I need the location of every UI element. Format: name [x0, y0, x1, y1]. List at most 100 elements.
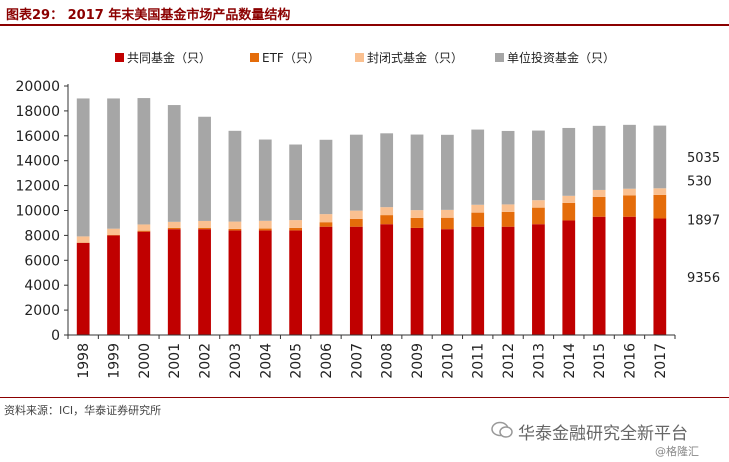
bar-segment-2-2017: [653, 194, 667, 219]
bar-segment-1-2000: [137, 231, 151, 335]
y-tick-label: 4000: [24, 278, 60, 294]
legend-swatch-3: [355, 53, 364, 62]
y-tick-label: 16000: [15, 129, 60, 145]
bar-segment-2-2001: [167, 227, 181, 230]
bar-segment-1-2010: [441, 229, 454, 335]
bar-segment-4-2009: [410, 134, 424, 211]
data-label-1: 9356: [687, 271, 720, 286]
bar-segment-1-2011: [471, 226, 485, 335]
bar-segment-1-2014: [562, 220, 576, 335]
bar-segment-4-2005: [289, 144, 302, 221]
bar-segment-4-2007: [349, 134, 363, 211]
bar-segment-3-2007: [349, 210, 363, 219]
x-tick-label-2015: 2015: [592, 343, 608, 379]
bar-segment-4-2003: [228, 130, 242, 222]
watermark-handle: @格隆汇: [655, 445, 699, 458]
x-tick-label-2016: 2016: [622, 343, 638, 379]
x-tick-label-2011: 2011: [471, 343, 487, 379]
bar-segment-1-2016: [623, 216, 636, 335]
bar-segment-1-2008: [380, 224, 394, 335]
chat-bubble-icon: [491, 421, 513, 438]
y-axis: 0 2000 4000 6000 8000 10000 12000 14000 16000 180…: [15, 79, 69, 344]
bar-segment-4-2014: [562, 127, 576, 196]
x-tick-label-2000: 2000: [137, 343, 153, 379]
bar-segment-3-2002: [198, 220, 211, 228]
source-note: 资料来源：ICI，华泰证券研究所: [4, 404, 162, 417]
x-tick-label-2013: 2013: [531, 343, 547, 379]
legend-swatch-4: [495, 53, 504, 62]
bar-segment-3-2014: [562, 195, 576, 203]
bar-segment-2-2012: [501, 211, 515, 227]
y-tick-label: 12000: [15, 179, 60, 195]
y-tick-label: 14000: [15, 154, 60, 170]
x-tick-label-2005: 2005: [289, 343, 305, 379]
bar-segment-1-2012: [501, 226, 515, 335]
figure-title: 图表29： 2017 年末美国基金市场产品数量结构: [6, 8, 291, 23]
y-tick-label: 10000: [15, 204, 60, 220]
bar-segment-2-2011: [471, 212, 485, 227]
bar-segment-1-2013: [532, 224, 545, 335]
bar-segment-2-2013: [532, 207, 545, 225]
bar-segment-3-2006: [319, 214, 333, 223]
bar-segment-1-2007: [349, 226, 363, 335]
bar-segment-4-2000: [137, 98, 151, 225]
x-tick-label-2006: 2006: [319, 343, 335, 379]
bar-segment-2-2010: [441, 217, 454, 230]
x-tick-label-2007: 2007: [349, 343, 365, 379]
x-tick-label-2009: 2009: [410, 343, 426, 379]
bar-segment-2-2016: [623, 195, 636, 217]
bar-segment-1-2004: [258, 230, 272, 335]
bar-segment-3-2012: [501, 204, 515, 212]
bar-segment-2-2004: [258, 228, 272, 231]
y-tick-label: 6000: [24, 253, 60, 269]
bar-segment-4-2002: [198, 116, 211, 221]
data-label-2: 1897: [687, 214, 720, 229]
bar-segment-4-1999: [107, 98, 120, 229]
bar-segment-2-2000: [137, 230, 151, 232]
bar-segment-1-2002: [198, 229, 211, 335]
watermark-text: 华泰金融研究全新平台: [518, 424, 688, 444]
y-tick-label: 2000: [24, 303, 60, 319]
x-tick-label-2002: 2002: [198, 343, 214, 379]
bar-segment-3-2010: [441, 209, 454, 218]
source-divider: [0, 397, 729, 398]
bar-segment-3-1998: [76, 236, 90, 243]
bar-segment-4-2006: [319, 139, 333, 215]
bar-segment-3-2009: [410, 210, 424, 218]
y-tick-label: 8000: [24, 228, 60, 244]
bar-segment-1-2005: [289, 230, 302, 335]
legend-label-1: 共同基金（只）: [127, 50, 211, 65]
legend-swatch-1: [115, 53, 124, 62]
bar-segment-3-2017: [653, 188, 667, 195]
chart-legend: 共同基金（只） ETF（只） 封闭式基金（只） 单位投资基金（只）: [115, 50, 615, 65]
bar-segment-4-2010: [441, 134, 454, 210]
bar-segment-1-1999: [107, 235, 120, 335]
bar-segment-4-2012: [501, 130, 515, 205]
bars-layer: [76, 98, 667, 335]
bar-segment-2-2007: [349, 218, 363, 227]
bar-segment-4-2004: [258, 139, 272, 221]
bar-segment-1-2015: [592, 216, 606, 335]
data-labels-layer: 9356 1897 530 5035: [687, 151, 720, 286]
bar-segment-1-2006: [319, 226, 333, 335]
bar-segment-2-2003: [228, 228, 242, 231]
y-tick-label: 18000: [15, 104, 60, 120]
x-tick-label-2017: 2017: [653, 343, 669, 379]
bar-segment-4-1998: [76, 98, 90, 237]
bar-segment-2-2015: [592, 196, 606, 217]
bar-segment-1-2009: [410, 227, 424, 335]
bar-segment-4-2017: [653, 125, 667, 189]
bar-segment-3-1999: [107, 228, 120, 236]
legend-swatch-2: [250, 53, 259, 62]
y-tick-label: 0: [51, 328, 60, 344]
bar-segment-3-2016: [623, 188, 636, 196]
bar-segment-2-2009: [410, 217, 424, 228]
bar-segment-1-1998: [76, 242, 90, 335]
legend-label-3: 封闭式基金（只）: [367, 50, 463, 65]
bar-segment-3-2008: [380, 207, 394, 216]
x-tick-label-2012: 2012: [501, 343, 517, 379]
bar-segment-4-2015: [592, 125, 606, 190]
bar-segment-3-2013: [532, 200, 545, 208]
bar-segment-3-2011: [471, 204, 485, 213]
x-tick-label-2004: 2004: [258, 343, 274, 379]
